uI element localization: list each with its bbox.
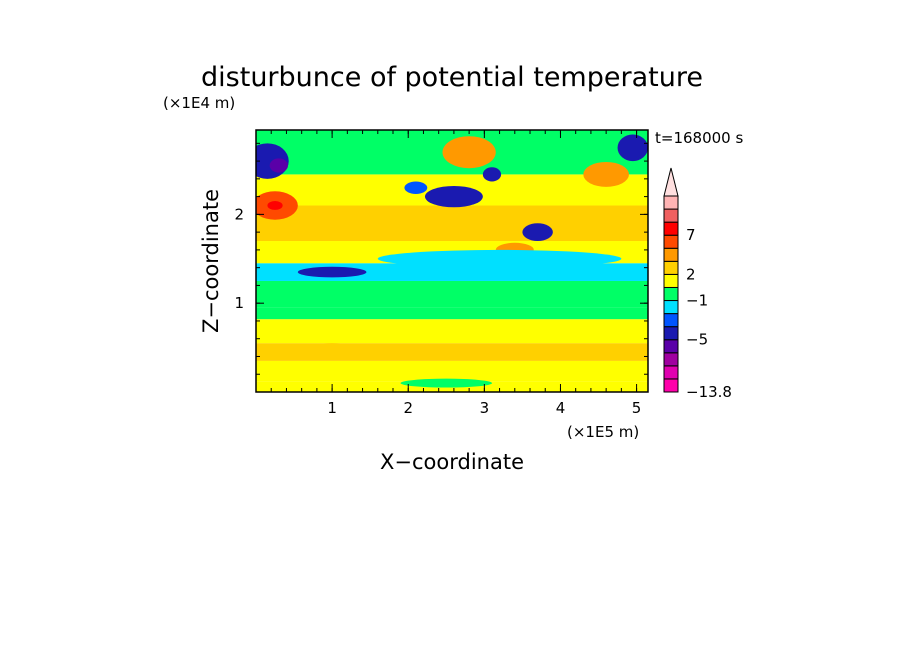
plot-frame <box>255 129 649 393</box>
contour-feature <box>377 249 622 268</box>
x-unit-label: (×1E5 m) <box>567 423 639 441</box>
contour-feature <box>583 161 629 187</box>
colorbar-swatch <box>663 195 679 210</box>
colorbar-label: −1 <box>686 292 708 310</box>
y-unit-label: (×1E4 m) <box>163 94 235 112</box>
contour-feature <box>482 167 502 182</box>
time-label: t=168000 s <box>655 129 743 147</box>
x-axis-ticks: 1 2 3 4 5 <box>270 130 642 417</box>
contour-band <box>256 319 648 344</box>
colorbar-label: 7 <box>686 226 696 244</box>
colorbar: 7 2 −1 −5 −13.8 <box>663 167 732 401</box>
x-tick-label: 4 <box>556 399 566 417</box>
contour-feature <box>269 158 288 173</box>
y-tick-label: 1 <box>234 294 244 312</box>
colorbar-swatch <box>663 326 679 341</box>
colorbar-extend-triangle <box>663 167 679 197</box>
contour-feature <box>617 134 648 162</box>
plot-area <box>256 130 648 392</box>
contour-band <box>256 205 648 242</box>
contour-band <box>256 307 648 320</box>
y-axis-ticks: 12 <box>234 142 648 375</box>
colorbar-swatch <box>663 365 679 380</box>
contour-feature <box>297 266 367 278</box>
contour-feature <box>522 223 553 242</box>
colorbar-swatch <box>663 313 679 328</box>
colorbar-swatch <box>663 208 679 223</box>
colorbar-swatch <box>663 352 679 367</box>
y-axis-label: Z−coordinate <box>199 189 223 333</box>
colorbar-swatch <box>663 273 679 288</box>
contour-feature <box>267 201 283 210</box>
colorbar-swatch <box>663 378 679 393</box>
colorbar-swatch <box>663 300 679 315</box>
contour-feature <box>526 347 565 357</box>
contour-feature <box>404 181 428 194</box>
contour-band <box>256 280 648 308</box>
x-tick-label: 1 <box>327 399 337 417</box>
contour-feature <box>424 185 483 208</box>
colorbar-label: −5 <box>686 331 708 349</box>
colorbar-swatch <box>663 286 679 302</box>
x-tick-label: 2 <box>403 399 413 417</box>
colorbar-swatch <box>663 221 679 236</box>
y-tick-label: 2 <box>234 205 244 223</box>
contour-feature <box>309 343 355 353</box>
x-tick-label: 3 <box>480 399 490 417</box>
x-axis-label: X−coordinate <box>380 450 524 474</box>
colorbar-swatch <box>663 234 679 249</box>
contour-feature <box>442 136 496 169</box>
colorbar-label: 2 <box>686 265 696 283</box>
chart-title: disturbunce of potential temperature <box>201 62 703 93</box>
colorbar-label: −13.8 <box>686 383 732 401</box>
colorbar-swatch <box>663 247 679 262</box>
contour-band <box>256 360 648 382</box>
contour-feature <box>400 378 492 388</box>
x-tick-label: 5 <box>632 399 642 417</box>
colorbar-swatch <box>663 260 679 275</box>
colorbar-swatch <box>663 339 679 354</box>
contour-band <box>256 263 648 281</box>
